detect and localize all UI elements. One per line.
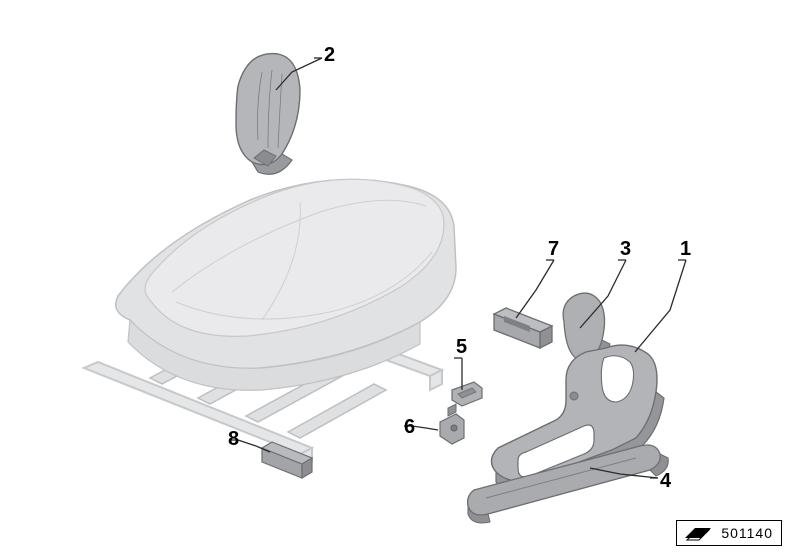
callout-label-6: 6	[404, 416, 415, 439]
part-number-text: 501140	[721, 525, 773, 541]
callout-label-7: 7	[548, 238, 559, 261]
part-5-clip	[452, 382, 482, 406]
part-number-box: 501140	[676, 520, 782, 546]
callout-label-2: 2	[324, 44, 335, 67]
part-6-hinge-bracket	[440, 404, 464, 444]
callout-label-1: 1	[680, 238, 691, 261]
callout-label-3: 3	[620, 238, 631, 261]
seat-cushion-context	[84, 179, 456, 468]
callout-label-5: 5	[456, 336, 467, 359]
callout-label-4: 4	[660, 470, 671, 493]
part-7-handle	[494, 308, 552, 348]
part-2-backrest-shell	[236, 54, 300, 175]
diagram-stage: 1 2 3 4 5 6 7 8 501140	[0, 0, 800, 560]
parts-illustration	[0, 0, 800, 560]
callout-label-8: 8	[228, 428, 239, 451]
sheet-icon	[683, 524, 713, 542]
